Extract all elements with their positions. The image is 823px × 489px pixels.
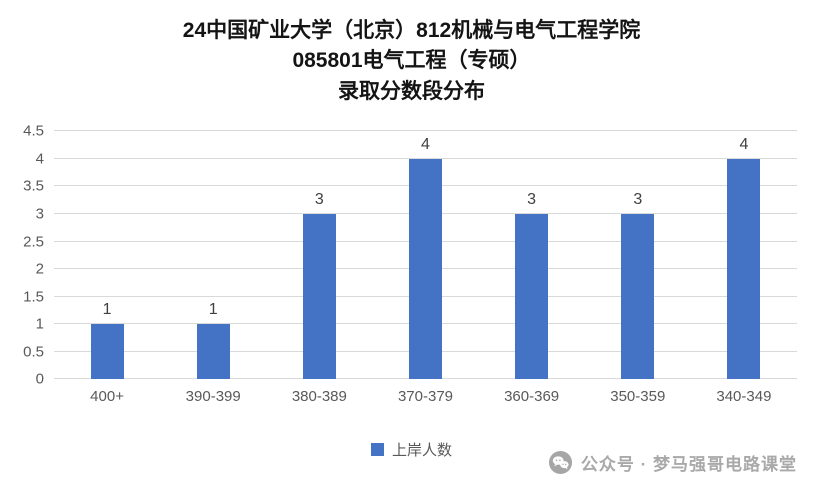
bar-value-label: 1 (102, 301, 112, 319)
bar-value-label: 3 (527, 190, 537, 208)
watermark: 公众号 · 梦马强哥电路课堂 (548, 450, 797, 475)
bar-value-label: 3 (314, 190, 324, 208)
bar (621, 213, 655, 380)
bar (515, 213, 549, 380)
bar-group: 3 (266, 131, 372, 380)
y-tick-label: 0.5 (23, 343, 44, 361)
plot-area: 1 1 3 4 3 3 4 (54, 130, 797, 380)
bar (727, 158, 761, 380)
x-tick-label: 370-379 (397, 388, 454, 406)
x-tick-label: 400+ (90, 388, 124, 406)
bar-value-label: 1 (208, 301, 218, 319)
bar-group: 4 (691, 131, 797, 380)
chart-title-line3: 录取分数段分布 (338, 79, 485, 103)
x-axis: 400+ 390-399 380-389 370-379 360-369 350-359 3… (54, 388, 797, 405)
y-tick-label: 4 (35, 150, 44, 168)
gridline (54, 130, 797, 132)
x-tick-label: 360-369 (504, 388, 560, 406)
bar-value-label: 3 (633, 190, 643, 208)
chart-title-line1: 24中国矿业大学（北京）812机械与电气工程学院 (182, 19, 641, 42)
bar-value-label: 4 (739, 135, 749, 153)
x-tick-label: 380-389 (291, 388, 347, 406)
bar-group: 1 (160, 131, 266, 380)
x-tick-label: 350-359 (610, 388, 666, 406)
chart-title-line2: 085801电气工程（专硕） (292, 49, 531, 73)
y-tick-label: 0 (35, 370, 44, 388)
watermark-text: 公众号 · 梦马强哥电路课堂 (580, 455, 797, 474)
x-tick-label: 390-399 (185, 388, 241, 406)
y-tick-label: 1 (35, 315, 44, 333)
y-tick-label: 4.5 (23, 122, 44, 140)
gridline (54, 157, 797, 159)
bar-group: 1 (54, 131, 160, 380)
y-tick-label: 2 (35, 260, 44, 278)
y-tick-label: 1.5 (23, 288, 44, 306)
bar-group: 4 (372, 131, 478, 380)
wechat-icon (548, 450, 573, 475)
bar-value-label: 4 (421, 135, 430, 153)
bar (90, 324, 124, 380)
chart-title: 24中国矿业大学（北京）812机械与电气工程学院 085801电气工程（专硕） … (0, 0, 823, 107)
bar (196, 324, 230, 380)
y-tick-label: 3.5 (23, 177, 44, 195)
y-tick-label: 2.5 (23, 233, 44, 251)
chart-area: 0 0.5 1 1.5 2 2.5 3 3.5 4 4.5 1 1 3 4 3 3 4 (10, 123, 797, 388)
y-tick-label: 3 (35, 205, 44, 223)
bar-group: 3 (585, 131, 691, 380)
bars-layer: 1 1 3 4 3 3 4 (54, 131, 797, 380)
bar (302, 213, 336, 380)
bars-container: 1 1 3 4 3 3 4 (54, 131, 797, 380)
legend-swatch (370, 443, 384, 457)
x-tick-label: 340-349 (716, 388, 772, 406)
legend: 上岸人数 (0, 439, 823, 460)
bar-group: 3 (479, 131, 585, 380)
y-axis: 0 0.5 1 1.5 2 2.5 3 3.5 4 4.5 (10, 123, 54, 388)
legend-label: 上岸人数 (391, 442, 452, 460)
bar (408, 158, 442, 380)
